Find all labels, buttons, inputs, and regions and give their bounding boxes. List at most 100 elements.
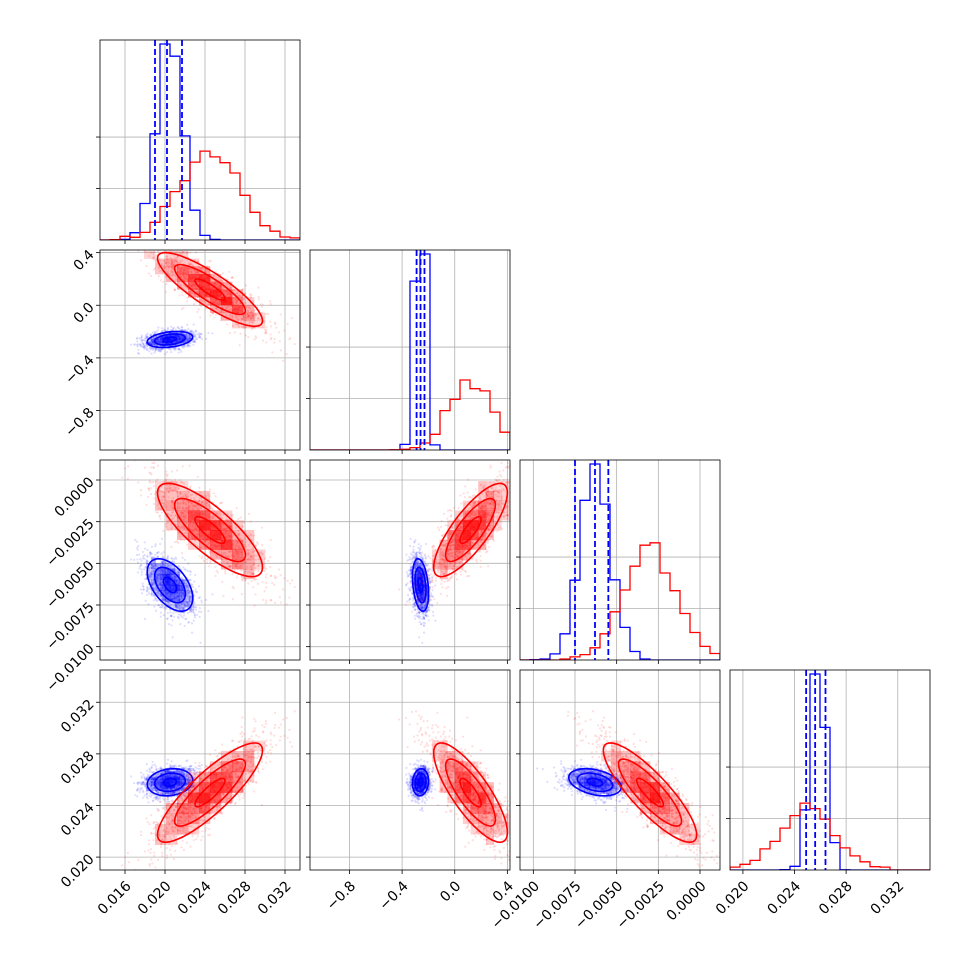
sample-point: [257, 317, 260, 320]
sample-point: [157, 574, 160, 577]
sample-point: [165, 257, 169, 260]
density-cell: [150, 336, 156, 339]
sample-point: [244, 301, 247, 305]
sample-point: [156, 574, 159, 577]
sample-point: [155, 575, 158, 579]
sample-point: [181, 616, 184, 619]
sample-point: [192, 343, 195, 346]
sample-point: [197, 610, 201, 613]
sample-point: [173, 478, 177, 482]
sample-point: [177, 351, 180, 354]
sample-point: [226, 512, 229, 515]
sample-point: [189, 596, 192, 599]
sample-point: [187, 491, 191, 494]
sample-point: [188, 506, 191, 509]
sample-point: [185, 617, 188, 620]
sample-point: [182, 607, 185, 610]
sample-point: [186, 586, 189, 589]
sample-point: [153, 561, 156, 564]
density-cell: [210, 520, 222, 531]
sample-point: [211, 517, 214, 520]
sample-point: [145, 336, 148, 339]
sample-point: [150, 251, 153, 254]
sample-point: [158, 580, 161, 583]
sample-point: [136, 558, 139, 561]
sample-point: [221, 580, 224, 583]
sample-point: [178, 294, 181, 297]
sample-point: [236, 542, 239, 545]
sample-point: [157, 590, 160, 594]
sample-point: [229, 314, 232, 317]
sample-point: [138, 337, 141, 340]
sample-point: [256, 312, 259, 315]
sample-point: [179, 338, 182, 341]
sample-point: [140, 341, 143, 344]
sample-point: [218, 551, 221, 554]
sample-point: [145, 558, 148, 562]
sample-point: [151, 341, 154, 345]
sample-point: [136, 546, 139, 549]
sample-point: [185, 595, 189, 598]
sample-point: [154, 349, 157, 353]
sample-point: [151, 461, 154, 465]
sample-point: [170, 265, 173, 268]
sample-point: [242, 315, 245, 318]
sample-point: [159, 611, 163, 614]
sample-point: [235, 292, 238, 295]
sample-point: [140, 336, 143, 339]
sample-point: [237, 546, 240, 549]
sample-point: [232, 587, 235, 590]
sample-point: [166, 556, 170, 559]
sample-point: [253, 319, 256, 322]
panel-2-0: [100, 460, 300, 660]
sample-point: [179, 596, 182, 599]
sample-point: [188, 336, 191, 339]
sample-point: [194, 505, 197, 508]
sample-point: [233, 298, 237, 301]
sample-point: [185, 300, 189, 303]
sample-point: [139, 338, 143, 341]
sample-point: [156, 349, 160, 352]
sample-point: [167, 273, 170, 276]
sample-point: [142, 555, 145, 558]
sample-point: [228, 550, 231, 553]
sample-point: [170, 263, 173, 266]
sample-point: [157, 568, 161, 572]
sample-point: [180, 606, 183, 609]
sample-point: [156, 576, 159, 579]
sample-point: [158, 583, 161, 586]
sample-point: [142, 342, 145, 346]
sample-point: [149, 574, 152, 577]
sample-point: [189, 591, 192, 594]
sample-point: [176, 571, 180, 574]
sample-point: [199, 267, 202, 270]
sample-point: [176, 599, 179, 602]
sample-point: [180, 526, 184, 529]
sample-point: [190, 631, 194, 634]
density-cell: [166, 258, 178, 267]
density-cell: [199, 297, 211, 306]
sample-point: [185, 600, 188, 604]
panel-3-1: [310, 670, 510, 870]
sample-point: [185, 601, 188, 604]
sample-point: [166, 570, 170, 573]
sample-point: [168, 483, 171, 487]
sample-point: [156, 574, 159, 577]
sample-point: [187, 344, 190, 347]
sample-point: [180, 602, 184, 605]
sample-point: [178, 565, 181, 568]
sample-point: [140, 568, 143, 571]
sample-point: [178, 252, 182, 255]
sample-point: [266, 559, 270, 562]
sample-point: [161, 598, 165, 602]
sample-point: [151, 567, 154, 570]
sample-point: [165, 562, 168, 565]
sample-point: [247, 314, 251, 318]
sample-point: [221, 279, 224, 283]
sample-point: [205, 558, 209, 561]
sample-point: [211, 515, 214, 518]
sample-point: [279, 601, 282, 604]
sample-point: [177, 261, 180, 264]
sample-point: [196, 271, 199, 274]
sample-point: [158, 515, 161, 518]
